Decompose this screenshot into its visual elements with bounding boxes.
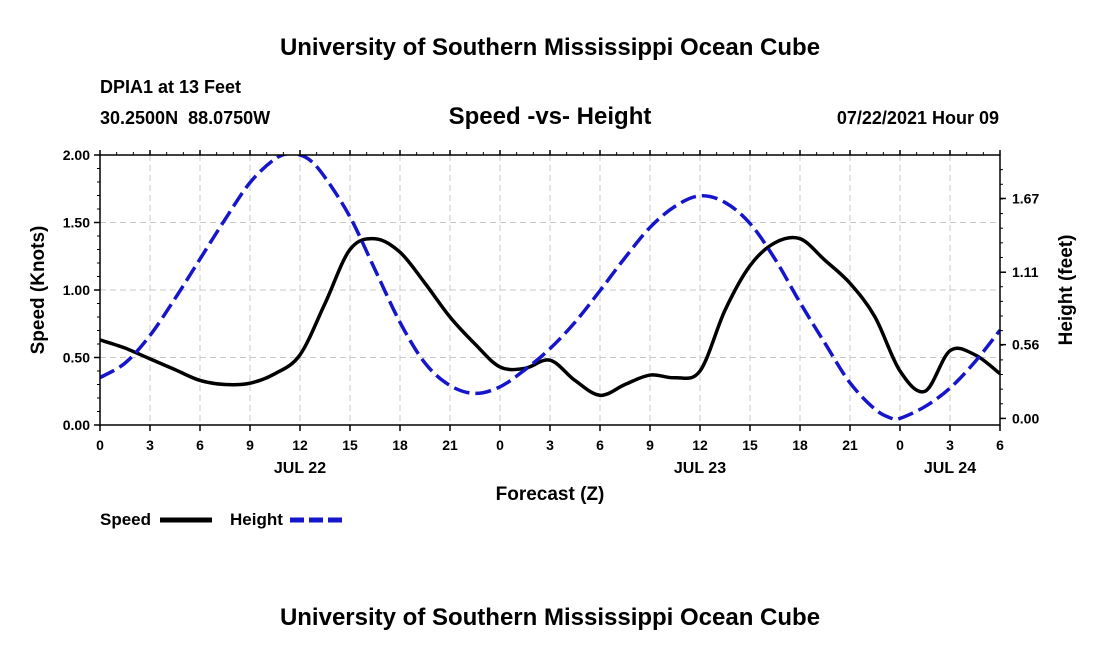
datetime-label: 07/22/2021 Hour 09 bbox=[837, 108, 999, 128]
y-tick-label: 1.00 bbox=[63, 282, 90, 298]
height-series-line bbox=[100, 155, 1000, 422]
date-label: JUL 23 bbox=[674, 460, 726, 477]
x-tick-label: 6 bbox=[596, 437, 604, 453]
x-tick-label: 3 bbox=[146, 437, 154, 453]
x-tick-label: 15 bbox=[742, 437, 758, 453]
legend-height-label: Height bbox=[230, 510, 283, 529]
date-label: JUL 24 bbox=[924, 460, 976, 477]
y-tick-label: 1.50 bbox=[63, 215, 90, 231]
speed-series-line bbox=[100, 235, 1000, 398]
page-title: University of Southern Mississippi Ocean… bbox=[280, 34, 820, 61]
x-tick-label: 9 bbox=[246, 437, 254, 453]
x-tick-label: 12 bbox=[292, 437, 308, 453]
footer-title: University of Southern Mississippi Ocean… bbox=[280, 604, 820, 631]
y2-tick-label: 1.11 bbox=[1012, 264, 1039, 280]
x-tick-label: 6 bbox=[196, 437, 204, 453]
y-axis-label: Speed (Knots) bbox=[28, 226, 49, 355]
x-tick-label: 0 bbox=[96, 437, 104, 453]
x-tick-label: 3 bbox=[946, 437, 954, 453]
y-tick-label: 0.00 bbox=[63, 417, 90, 433]
coordinates-label: 30.2500N 88.0750W bbox=[100, 108, 270, 128]
y-tick-label: 2.00 bbox=[63, 147, 90, 163]
x-axis-label: Forecast (Z) bbox=[496, 484, 605, 505]
y2-axis-label: Height (feet) bbox=[1056, 235, 1077, 346]
legend-speed-label: Speed bbox=[100, 510, 151, 529]
date-label: JUL 22 bbox=[274, 460, 326, 477]
chart-title: Speed -vs- Height bbox=[449, 103, 652, 130]
y2-tick-label: 0.00 bbox=[1012, 410, 1039, 426]
x-tick-label: 9 bbox=[646, 437, 654, 453]
x-tick-label: 3 bbox=[546, 437, 554, 453]
y-tick-label: 0.50 bbox=[63, 350, 90, 366]
legend: Speed Height bbox=[100, 510, 342, 529]
x-tick-label: 21 bbox=[442, 437, 458, 453]
x-tick-label: 21 bbox=[842, 437, 858, 453]
grid-lines bbox=[99, 154, 1001, 426]
x-tick-label: 15 bbox=[342, 437, 358, 453]
x-tick-label: 18 bbox=[392, 437, 408, 453]
x-tick-label: 6 bbox=[996, 437, 1004, 453]
x-tick-label: 12 bbox=[692, 437, 708, 453]
y2-tick-label: 0.56 bbox=[1012, 337, 1039, 353]
x-tick-label: 0 bbox=[896, 437, 904, 453]
x-tick-label: 18 bbox=[792, 437, 808, 453]
y2-tick-label: 1.67 bbox=[1012, 190, 1039, 206]
series-group bbox=[100, 155, 1000, 422]
x-tick-label: 0 bbox=[496, 437, 504, 453]
station-label: DPIA1 at 13 Feet bbox=[100, 77, 241, 97]
axis-ticks: 0 3 6 9 12 15 18 21 0 3 6 9 12 15 18 21 0 3 6 JUL 22 JUL 23 J… bbox=[63, 147, 1040, 477]
